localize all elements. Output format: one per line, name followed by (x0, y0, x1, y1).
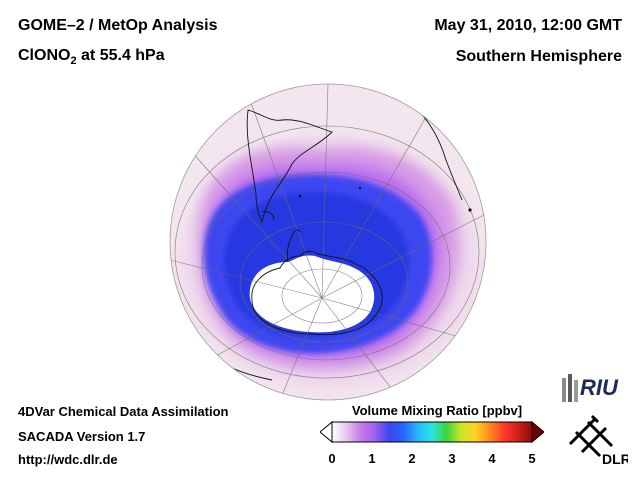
footer-version: SACADA Version 1.7 (18, 429, 146, 444)
riu-logo-bar1 (562, 378, 566, 402)
colorbar-tick-label: 0 (328, 451, 336, 466)
species-suffix: at 55.4 hPa (76, 47, 165, 64)
colorbar-tick-label: 4 (488, 451, 496, 466)
date-label: May 31, 2010, 12:00 GMT (434, 17, 622, 34)
species-subscript: 2 (70, 55, 77, 67)
polar-core (249, 255, 375, 333)
globe-outline (169, 83, 487, 401)
islands (298, 186, 472, 212)
dlr-logo-text: DLR (602, 451, 628, 467)
riu-logo-bar2 (568, 374, 572, 402)
map-title: GOME–2 / MetOp Analysis (18, 17, 218, 34)
colorbar-high-arrow (531, 420, 544, 444)
riu-logo-bar3 (574, 380, 578, 402)
colorbar-title: Volume Mixing Ratio [ppbv] (351, 403, 523, 418)
graticule (170, 84, 485, 400)
species-prefix: ClONO (18, 47, 71, 64)
dlr-logo: DLR (568, 414, 628, 467)
colorbar-tick-label: 1 (368, 451, 376, 466)
colorbar-tick-label: 2 (408, 451, 416, 466)
tierra-del-fuego (261, 211, 275, 221)
riu-logo-text: RIU (580, 375, 619, 400)
colorbar-low-arrow (320, 420, 333, 444)
africa-coastline (415, 107, 463, 201)
colorbar-tick-label: 3 (448, 451, 456, 466)
footer-method: 4DVar Chemical Data Assimilation (18, 404, 229, 419)
colorbar (320, 420, 544, 444)
region-label: Southern Hemisphere (455, 48, 622, 65)
antarctic-peninsula (286, 229, 301, 263)
riu-logo: RIU (562, 374, 619, 402)
footer-url[interactable]: http://wdc.dlr.de (18, 452, 118, 467)
colorbar-tick-label: 5 (528, 451, 536, 466)
antarctica-coastline (251, 250, 383, 336)
south-america-coastline (246, 109, 333, 224)
colorbar-gradient (331, 421, 533, 443)
species-label: ClONO2 at 55.4 hPa (18, 46, 165, 71)
dlr-symbol (568, 414, 614, 458)
